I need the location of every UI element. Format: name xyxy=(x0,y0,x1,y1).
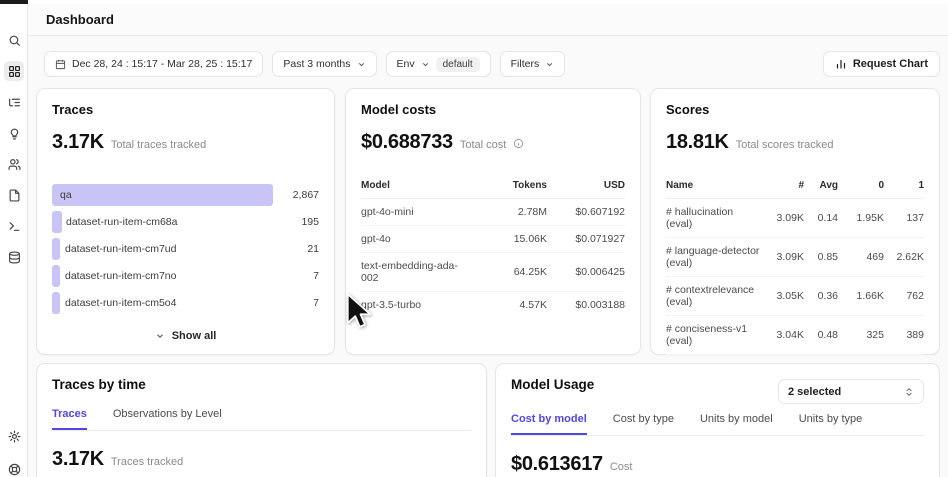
env-dropdown[interactable]: Env default xyxy=(385,51,491,77)
card-title: Traces xyxy=(52,102,94,117)
traces-bar-list: qa 2,867 dataset-run-item-cm68a 195 data… xyxy=(52,184,319,314)
table-row[interactable]: # language-detector (eval) 3.09K 0.85 46… xyxy=(666,238,924,277)
card-title: Traces by time xyxy=(52,377,146,392)
bar xyxy=(52,292,60,314)
date-range-picker[interactable]: Dec 28, 24 : 15:17 - Mar 28, 25 : 15:17 xyxy=(44,51,264,77)
tab-observations-by-level[interactable]: Observations by Level xyxy=(112,408,222,420)
tab-units-by-type[interactable]: Units by type xyxy=(798,413,863,425)
date-range-value: Dec 28, 24 : 15:17 - Mar 28, 25 : 15:17 xyxy=(72,58,253,70)
bar xyxy=(52,265,60,287)
table-row[interactable]: gpt-4o 15.06K $0.071927 xyxy=(361,226,625,253)
scores-total-metric: 18.81K xyxy=(666,131,729,153)
tracing-icon[interactable] xyxy=(4,92,24,112)
env-value-badge: default xyxy=(435,56,480,72)
traces-show-all-button[interactable]: Show all xyxy=(52,330,319,342)
page-title: Dashboard xyxy=(46,12,114,27)
table-row[interactable]: # hallucination (eval) 3.09K 0.14 1.95K … xyxy=(666,199,924,238)
database-icon[interactable] xyxy=(4,247,24,267)
card-title: Scores xyxy=(666,102,710,117)
table-row[interactable]: gpt-4o-mini 2.78M $0.607192 xyxy=(361,199,625,226)
table-row[interactable]: text-embedding-ada-002 64.25K $0.006425 xyxy=(361,253,625,292)
users-icon[interactable] xyxy=(4,154,24,174)
traces-tracked-metric: 3.17K xyxy=(52,448,104,470)
dashboard-icon[interactable] xyxy=(4,61,24,81)
scores-table: Name # Avg 0 1 # hallucination (eval) 3.… xyxy=(666,180,924,381)
filters-label: Filters xyxy=(510,58,540,70)
sidebar xyxy=(0,4,28,477)
trace-bar-row[interactable]: dataset-run-item-cm68a 195 xyxy=(52,211,319,233)
tab-units-by-model[interactable]: Units by model xyxy=(699,413,773,425)
bar-chart-icon xyxy=(836,59,845,69)
datasets-icon[interactable] xyxy=(4,185,24,205)
prompts-icon[interactable] xyxy=(4,123,24,143)
model-costs-card: Model costs $0.688733 Total cost Model T… xyxy=(345,88,641,355)
traces-total-metric: 3.17K xyxy=(52,131,104,153)
table-header: Model Tokens USD xyxy=(361,180,625,199)
trace-bar-row[interactable]: qa 2,867 xyxy=(52,184,319,206)
calendar-icon xyxy=(55,59,66,69)
card-title: Model Usage xyxy=(511,377,595,392)
tab-cost-by-type[interactable]: Cost by type xyxy=(612,413,674,425)
tab-traces[interactable]: Traces xyxy=(52,408,87,430)
traces-card: Traces 3.17K Total traces tracked qa 2,8… xyxy=(36,88,335,355)
filters-dropdown[interactable]: Filters xyxy=(499,51,566,77)
date-preset-dropdown[interactable]: Past 3 months xyxy=(272,51,377,77)
chevrons-up-down-icon xyxy=(906,387,912,396)
search-icon[interactable] xyxy=(4,30,24,50)
traces-by-time-card: Traces by time Traces Observations by Le… xyxy=(36,363,487,477)
table-row[interactable]: gpt-3.5-turbo 4.57K $0.003188 xyxy=(361,299,625,311)
model-costs-table: Model Tokens USD gpt-4o-mini 2.78M $0.60… xyxy=(361,180,625,318)
chevron-down-icon xyxy=(358,62,364,66)
chevron-down-icon xyxy=(422,62,428,66)
trace-bar-row[interactable]: dataset-run-item-cm7no 7 xyxy=(52,265,319,287)
traces-by-time-tabs: Traces Observations by Level xyxy=(52,408,471,431)
window-edge-strip xyxy=(0,0,28,4)
playground-icon[interactable] xyxy=(4,216,24,236)
filter-bar: Dec 28, 24 : 15:17 - Mar 28, 25 : 15:17 … xyxy=(44,51,940,77)
card-title: Model costs xyxy=(361,102,437,117)
support-icon[interactable] xyxy=(4,459,24,477)
model-usage-tabs: Cost by model Cost by type Units by mode… xyxy=(511,413,924,436)
chevron-down-icon xyxy=(547,62,553,66)
date-preset-value: Past 3 months xyxy=(283,58,351,70)
bar xyxy=(52,238,60,260)
table-row[interactable]: # contextrelevance (eval) 3.05K 0.36 1.6… xyxy=(666,277,924,316)
bar xyxy=(52,184,273,206)
table-row[interactable]: # conciseness-v1 (eval) 3.04K 0.48 325 3… xyxy=(666,316,924,355)
bar xyxy=(52,211,62,233)
chevron-down-icon xyxy=(156,334,163,339)
settings-icon[interactable] xyxy=(4,426,24,446)
table-header: Name # Avg 0 1 xyxy=(666,180,924,199)
tab-cost-by-model[interactable]: Cost by model xyxy=(511,413,587,435)
info-icon[interactable] xyxy=(513,138,524,149)
scores-card: Scores 18.81K Total scores tracked Name … xyxy=(650,88,940,406)
model-usage-select[interactable]: 2 selected xyxy=(778,379,924,404)
trace-bar-row[interactable]: dataset-run-item-cm7ud 21 xyxy=(52,238,319,260)
request-chart-button[interactable]: Request Chart xyxy=(822,51,940,77)
trace-bar-row[interactable]: dataset-run-item-cm5o4 7 xyxy=(52,292,319,314)
model-usage-card: Model Usage 2 selected Cost by model Cos… xyxy=(495,363,940,477)
total-cost-metric: $0.688733 xyxy=(361,131,453,153)
env-label: Env xyxy=(396,58,415,70)
page-header: Dashboard xyxy=(28,4,948,36)
model-usage-cost-metric: $0.613617 xyxy=(511,453,603,475)
